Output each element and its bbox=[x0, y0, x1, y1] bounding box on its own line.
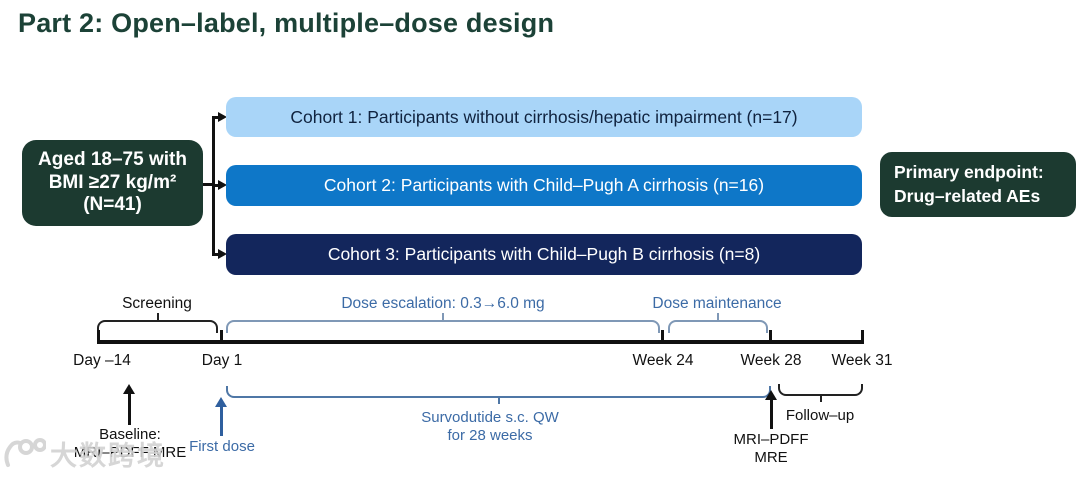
endpoint-line: Primary endpoint: bbox=[894, 161, 1044, 182]
follow-up-brace bbox=[778, 384, 863, 402]
population-box: Aged 18–75 with BMI ≥27 kg/m² (N=41) bbox=[22, 140, 203, 226]
cohort-3-label: Cohort 3: Participants with Child–Pugh B… bbox=[327, 244, 761, 264]
tick-label-day1: Day 1 bbox=[201, 352, 243, 369]
mri-arrow-shaft bbox=[770, 399, 773, 429]
watermark: 大数跨境 bbox=[2, 434, 166, 473]
baseline-note-line: MRI–PDFF MRE bbox=[73, 443, 187, 461]
baseline-arrow-icon bbox=[123, 384, 135, 394]
cohort-1-label: Cohort 1: Participants without cirrhosis… bbox=[290, 106, 798, 127]
dose-maintenance-phase-label: Dose maintenance bbox=[652, 295, 782, 312]
population-line: BMI ≥27 kg/m² bbox=[48, 171, 177, 193]
baseline-note-line: Baseline: bbox=[99, 426, 161, 443]
arrow-right-icon bbox=[218, 249, 227, 259]
fork-branch-line bbox=[212, 116, 220, 119]
treatment-note: Survodutide s.c. QW for 28 weeks bbox=[380, 409, 600, 444]
page-title: Part 2: Open–label, multiple–dose design bbox=[18, 8, 555, 38]
brace-stem bbox=[819, 394, 822, 402]
screening-brace bbox=[97, 313, 218, 333]
fork-connector-line bbox=[203, 183, 214, 186]
mri-note-line: MRI–PDFF bbox=[733, 431, 809, 448]
timeline-tick bbox=[661, 330, 664, 341]
treatment-note-line: Survodutide s.c. QW bbox=[421, 409, 559, 426]
cohort-2-label: Cohort 2: Participants with Child–Pugh A… bbox=[323, 175, 765, 195]
watermark-100-logo bbox=[4, 437, 46, 467]
dose-escalation-brace bbox=[226, 313, 660, 333]
timeline-tick bbox=[97, 330, 100, 341]
timeline-tick bbox=[769, 330, 772, 341]
population-line: Aged 18–75 with bbox=[38, 148, 187, 170]
cohort-2-box: Cohort 2: Participants with Child–Pugh A… bbox=[226, 165, 862, 206]
arrow-right-icon bbox=[218, 112, 227, 122]
population-line: (N=41) bbox=[83, 194, 142, 216]
watermark-text: 大数跨境 bbox=[50, 441, 166, 471]
timeline-tick bbox=[220, 330, 223, 341]
screening-phase-label: Screening bbox=[122, 295, 192, 312]
treatment-duration-brace bbox=[226, 386, 771, 404]
baseline-arrow-shaft bbox=[128, 393, 131, 425]
first-dose-arrow-shaft bbox=[220, 406, 223, 436]
follow-up-note: Follow–up bbox=[785, 407, 855, 424]
mri-note: MRI–PDFF MRE bbox=[711, 431, 831, 466]
brace-stem bbox=[442, 313, 444, 322]
fork-branch-line bbox=[212, 253, 220, 256]
treatment-note-line: for 28 weeks bbox=[447, 426, 533, 444]
cohort-1-box: Cohort 1: Participants without cirrhosis… bbox=[226, 97, 862, 137]
tick-label-week24: Week 24 bbox=[632, 352, 694, 369]
brace-stem bbox=[497, 396, 500, 404]
timeline-axis bbox=[97, 340, 864, 344]
fork-branch-line bbox=[212, 184, 220, 187]
baseline-note: Baseline: MRI–PDFF MRE bbox=[40, 426, 220, 461]
cohort-3-box: Cohort 3: Participants with Child–Pugh B… bbox=[226, 234, 862, 275]
timeline-tick bbox=[861, 330, 864, 341]
arrow-right-icon bbox=[218, 180, 227, 190]
first-dose-note: First dose bbox=[189, 438, 255, 455]
brace-stem bbox=[717, 313, 719, 322]
brace-stem bbox=[156, 313, 159, 322]
mri-arrow-icon bbox=[765, 390, 777, 400]
dose-escalation-phase-label: Dose escalation: 0.3→6.0 mg bbox=[341, 295, 545, 312]
endpoint-line: Drug–related AEs bbox=[894, 185, 1041, 206]
tick-label-week31: Week 31 bbox=[831, 352, 893, 369]
mri-note-line: MRE bbox=[754, 448, 788, 466]
tick-label-day-minus14: Day –14 bbox=[73, 352, 131, 369]
first-dose-arrow-icon bbox=[215, 397, 227, 407]
primary-endpoint-box: Primary endpoint: Drug–related AEs bbox=[880, 152, 1076, 217]
dose-maintenance-brace bbox=[668, 313, 768, 333]
tick-label-week28: Week 28 bbox=[740, 352, 802, 369]
